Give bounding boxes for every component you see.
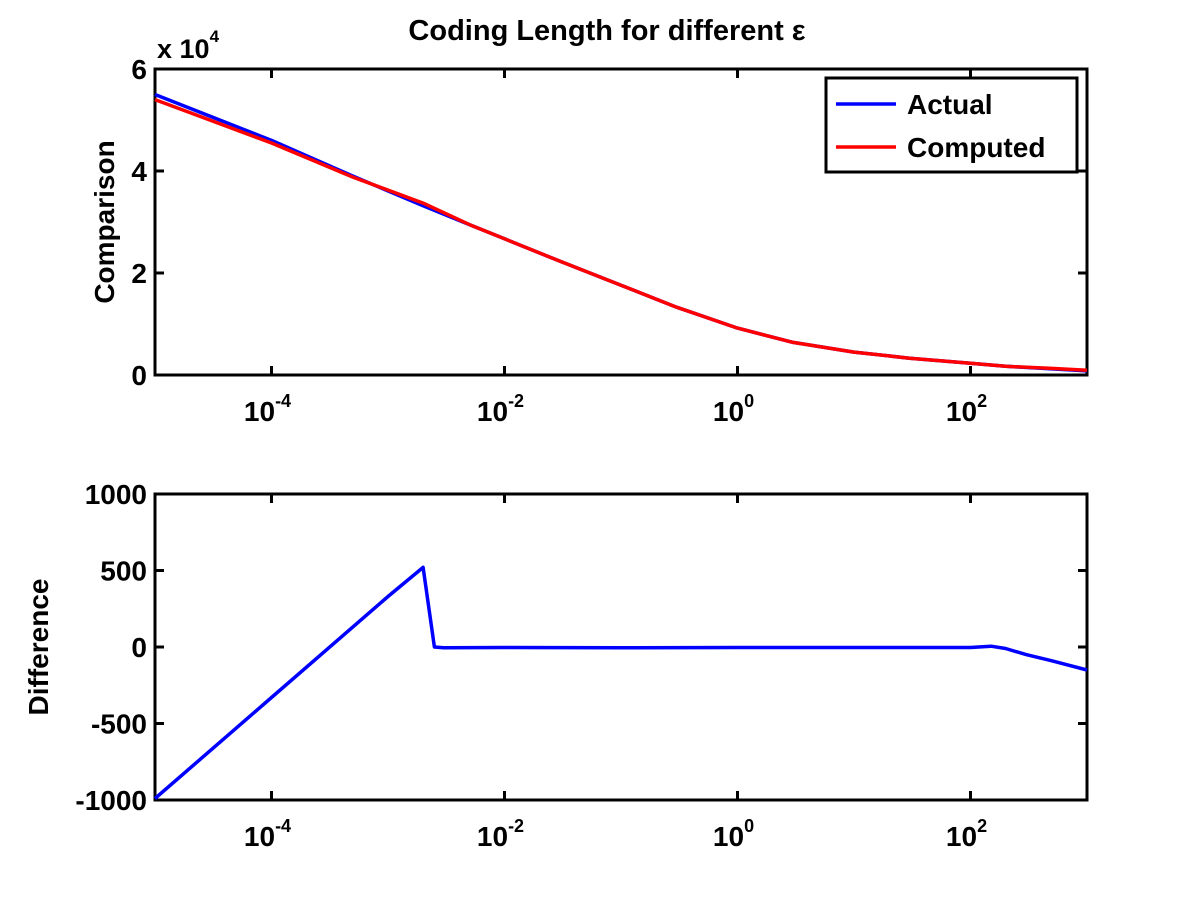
comparison-x-tick-exponent: -4 (275, 391, 291, 411)
difference-x-tick-label: 10-2 (477, 816, 524, 852)
difference-lines (153, 565, 1088, 800)
comparison-ylabel: Comparison (89, 140, 120, 303)
difference-y-tick-label: -500 (91, 709, 147, 740)
difference-x-tick-exponent: -4 (275, 816, 291, 836)
comparison-y-tick-label: 2 (131, 258, 147, 289)
difference-x-tick-base: 10 (713, 821, 744, 852)
difference-x-tick-base: 10 (946, 821, 977, 852)
difference-x-tick-base: 10 (244, 821, 275, 852)
difference-x-tick-label: 100 (713, 816, 754, 852)
comparison-x-tick-exponent: -2 (508, 391, 524, 411)
comparison-axes-box (153, 67, 1089, 377)
comparison-x-tick-base: 10 (946, 396, 977, 427)
comparison-x-tick-label: 102 (946, 391, 987, 427)
difference-x-tick-label: 10-4 (244, 816, 291, 852)
comparison-x-tick-label: 10-4 (244, 391, 291, 427)
comparison-x-tick-label: 10-2 (477, 391, 524, 427)
comparison-x-tick-exponent: 0 (744, 391, 754, 411)
comparison-x-tick-base: 10 (713, 396, 744, 427)
difference-x-ticks: 10-4 10-2 100 102 (244, 494, 987, 852)
comparison-x-tick-base: 10 (477, 396, 508, 427)
difference-x-tick-base: 10 (477, 821, 508, 852)
comparison-y-ticks: 0 2 4 6 (131, 54, 1087, 391)
comparison-x-tick-label: 100 (713, 391, 754, 427)
legend: Actual Computed (824, 76, 1079, 174)
comparison-multiplier-base: x 10 (157, 34, 210, 64)
difference-ylabel: Difference (23, 579, 54, 716)
comparison-y-multiplier: x 104 (157, 27, 220, 64)
legend-box (824, 76, 1079, 174)
comparison-y-tick-label: 6 (131, 54, 147, 85)
difference-x-tick-exponent: -2 (508, 816, 524, 836)
legend-label-actual: Actual (907, 89, 993, 120)
comparison-x-ticks: 10-4 10-2 100 102 (244, 69, 987, 427)
difference-x-tick-exponent: 0 (744, 816, 754, 836)
difference-series-line (153, 565, 1088, 800)
difference-y-tick-label: 500 (100, 556, 147, 587)
comparison-x-tick-exponent: 2 (977, 391, 987, 411)
legend-label-computed: Computed (907, 132, 1045, 163)
chart-title: Coding Length for different ε (408, 15, 805, 47)
comparison-multiplier-exponent: 4 (210, 27, 220, 46)
comparison-y-tick-label: 4 (131, 156, 147, 187)
difference-x-tick-exponent: 2 (977, 816, 987, 836)
difference-y-tick-label: -1000 (75, 785, 147, 816)
difference-x-tick-label: 102 (946, 816, 987, 852)
difference-y-tick-label: 0 (131, 632, 147, 663)
series-line-computed (154, 97, 1088, 372)
difference-y-tick-label: 1000 (85, 479, 147, 510)
comparison-x-tick-base: 10 (244, 396, 275, 427)
comparison-lines (154, 92, 1088, 373)
difference-y-ticks: -1000 -500 0 500 1000 (75, 479, 1087, 816)
comparison-y-tick-label: 0 (131, 360, 147, 391)
